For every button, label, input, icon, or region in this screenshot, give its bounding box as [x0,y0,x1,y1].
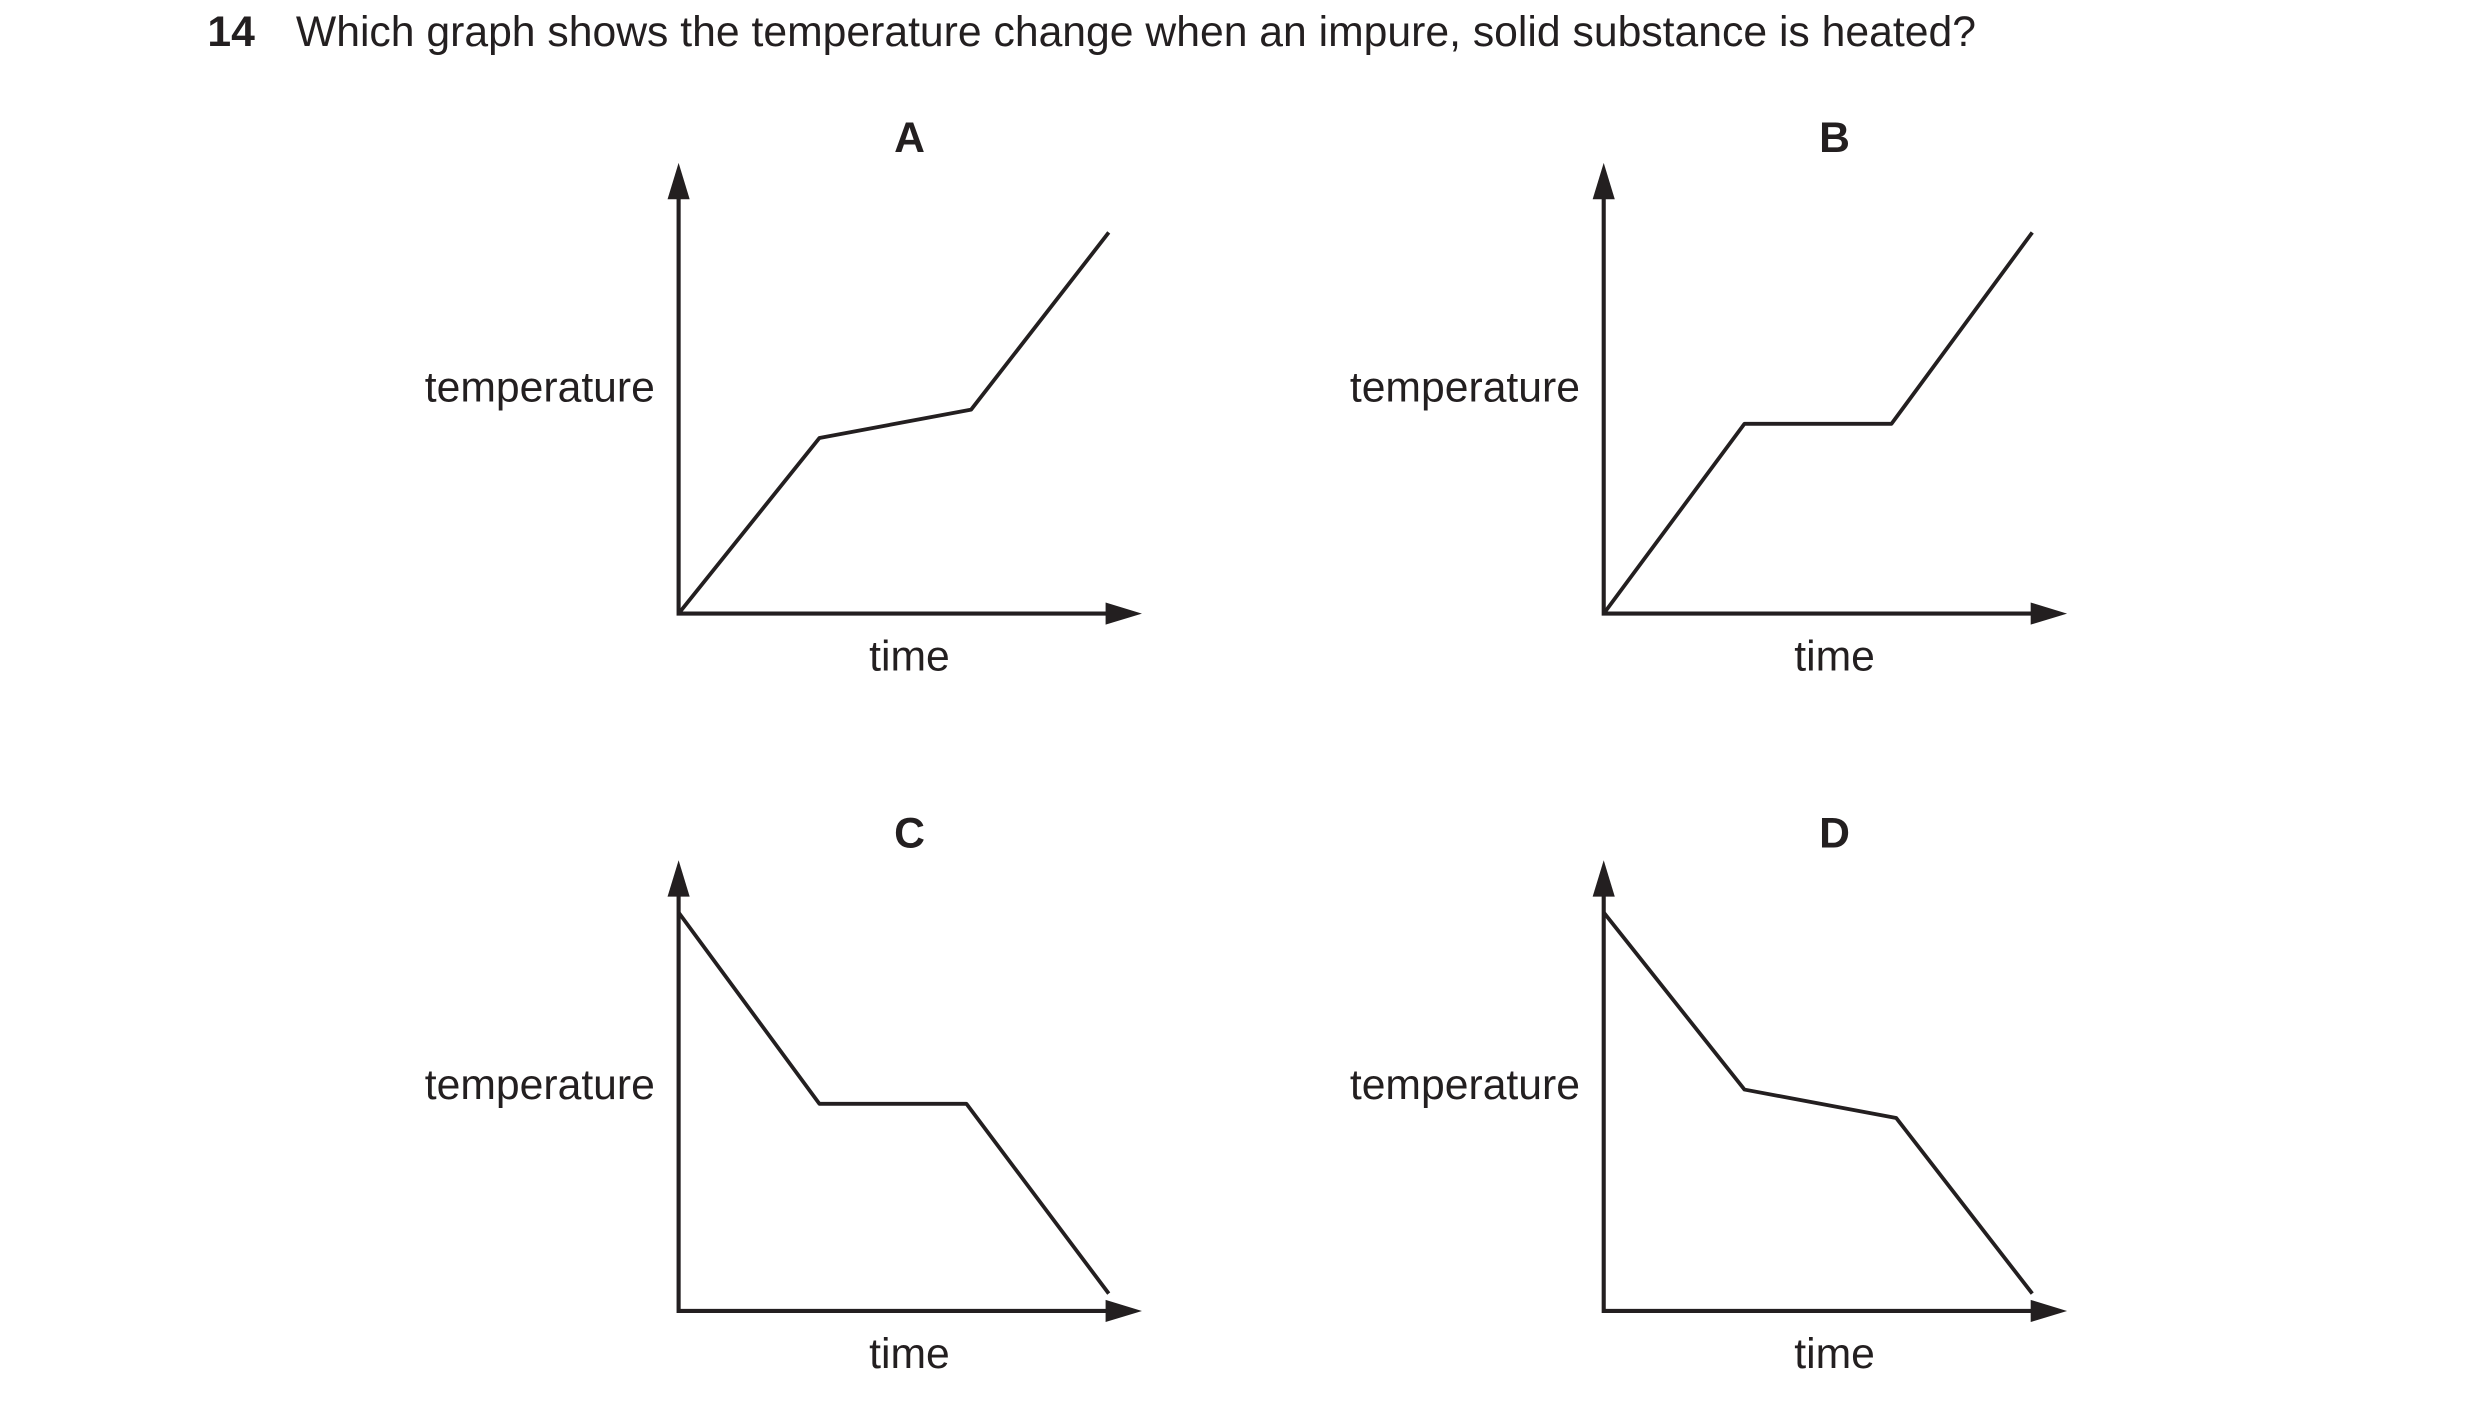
axes [676,189,1116,616]
x-axis-label: time [869,1330,950,1378]
question-text: Which graph shows the temperature change… [296,8,1976,56]
graph: B temperature time [1350,114,2068,681]
arrow [2030,602,2068,625]
curve [1602,911,2034,1295]
y-axis-label: temperature [1350,364,1580,412]
curve [1602,231,2034,615]
curve [677,911,1111,1295]
graph: C temperature time [425,810,1142,1378]
arrow [1105,602,1142,625]
y-axis-label: temperature [1350,1061,1580,1109]
option-label: C [894,810,925,858]
x-axis-label: time [1794,1330,1875,1378]
graph: A temperature time [425,114,1142,681]
arrow [667,162,690,200]
axes [1601,887,2041,1314]
arrow [1592,162,1615,200]
arrow [667,860,690,897]
curve [677,231,1111,615]
axes [676,887,1116,1314]
y-axis-label: temperature [425,364,655,412]
arrow [1592,860,1615,897]
axes [1601,189,2041,616]
arrow [1105,1299,1142,1323]
y-axis-label: temperature [425,1061,655,1109]
arrow [2030,1299,2068,1323]
option-label: D [1819,810,1850,858]
option-label: B [1819,114,1850,162]
graph: D temperature time [1350,810,2068,1378]
question-number: 14 [207,8,255,56]
x-axis-label: time [869,633,950,681]
x-axis-label: time [1794,633,1875,681]
option-label: A [894,114,925,162]
